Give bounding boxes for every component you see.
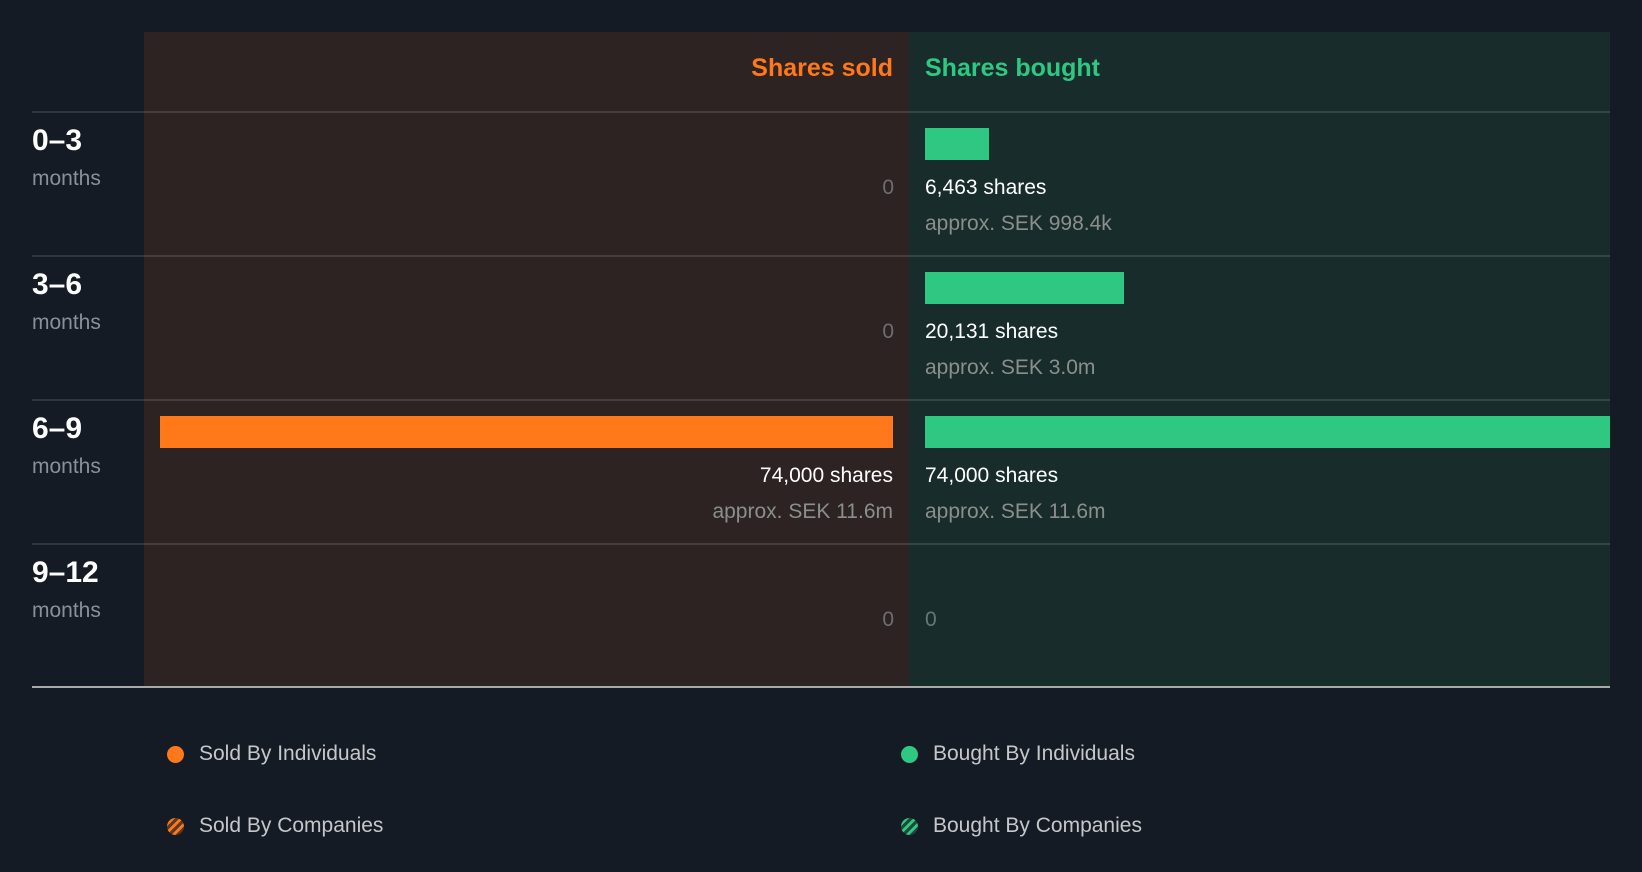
legend-label: Sold By Companies [199,814,384,837]
row-divider [32,111,1610,113]
shares-bought-header: Shares bought [925,54,1101,82]
row-divider [32,543,1610,545]
row-divider [32,255,1610,257]
green-dot-icon [901,745,918,763]
row-label-6-9: 6–9 months [32,411,101,479]
sold-shares: 74,000 shares [759,464,893,487]
sold-zero-value: 0 [882,608,894,631]
sold-zero-value: 0 [882,320,894,343]
orange-dot-icon [167,745,184,763]
bought-approx: approx. SEK 11.6m [925,500,1106,523]
bought-shares: 74,000 shares [925,464,1059,487]
bought-bar [925,128,989,160]
bought-shares: 20,131 shares [925,320,1059,343]
bought-bar [925,272,1124,304]
sold-zero-value: 0 [882,176,894,199]
sold-bar [160,416,893,448]
range-label: 6–9 [32,412,83,445]
legend-label: Bought By Individuals [933,742,1135,765]
unit-label: months [32,311,101,334]
unit-label: months [32,599,101,622]
green-striped-dot-icon [901,817,918,835]
bought-shares: 6,463 shares [925,176,1047,199]
legend-bought-individuals: Bought By Individuals [901,742,1135,766]
bought-panel [909,32,1610,687]
bought-approx: approx. SEK 998.4k [925,212,1112,235]
range-label: 3–6 [32,268,83,301]
range-label: 0–3 [32,124,83,157]
row-label-9-12: 9–12 months [32,555,101,623]
range-label: 9–12 [32,556,99,589]
row-divider [32,399,1610,401]
shares-sold-header: Shares sold [751,54,893,82]
legend-label: Bought By Companies [933,814,1142,837]
legend-label: Sold By Individuals [199,742,377,765]
legend-sold-individuals: Sold By Individuals [167,742,376,766]
chart-baseline [32,686,1610,688]
legend-sold-companies: Sold By Companies [167,814,383,838]
unit-label: months [32,455,101,478]
sold-approx: approx. SEK 11.6m [712,500,893,523]
row-label-3-6: 3–6 months [32,267,101,335]
sold-panel [144,32,909,687]
unit-label: months [32,167,101,190]
bought-bar [925,416,1610,448]
row-label-0-3: 0–3 months [32,123,101,191]
orange-striped-dot-icon [167,817,184,835]
legend-bought-companies: Bought By Companies [901,814,1142,838]
bought-approx: approx. SEK 3.0m [925,356,1096,379]
bought-zero-value: 0 [925,608,937,631]
